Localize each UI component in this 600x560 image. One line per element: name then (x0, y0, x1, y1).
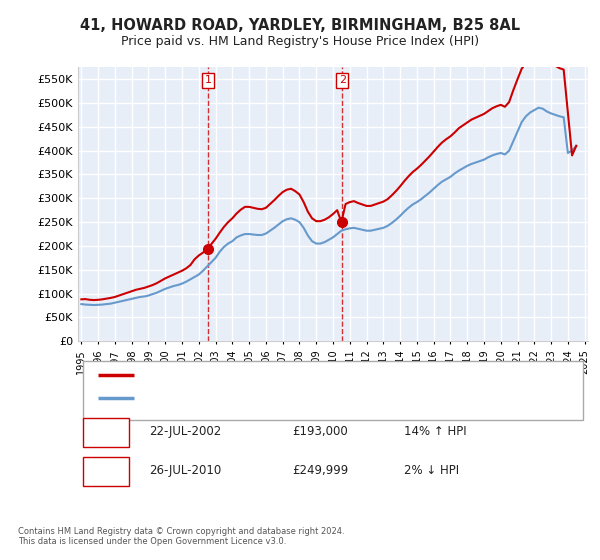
Text: 1: 1 (102, 425, 110, 438)
Text: £193,000: £193,000 (292, 425, 348, 438)
FancyBboxPatch shape (83, 361, 583, 419)
Text: 41, HOWARD ROAD, YARDLEY, BIRMINGHAM, B25 8AL: 41, HOWARD ROAD, YARDLEY, BIRMINGHAM, B2… (80, 18, 520, 32)
Text: 2: 2 (102, 464, 110, 477)
Text: 2% ↓ HPI: 2% ↓ HPI (404, 464, 460, 477)
Text: £249,999: £249,999 (292, 464, 349, 477)
Text: 2: 2 (338, 76, 346, 86)
Text: HPI: Average price, detached house, Birmingham: HPI: Average price, detached house, Birm… (145, 393, 401, 403)
Text: 22-JUL-2002: 22-JUL-2002 (149, 425, 221, 438)
Text: 41, HOWARD ROAD, YARDLEY, BIRMINGHAM, B25 8AL (detached house): 41, HOWARD ROAD, YARDLEY, BIRMINGHAM, B2… (145, 370, 518, 380)
Text: 14% ↑ HPI: 14% ↑ HPI (404, 425, 467, 438)
FancyBboxPatch shape (83, 457, 129, 486)
Text: Contains HM Land Registry data © Crown copyright and database right 2024.
This d: Contains HM Land Registry data © Crown c… (18, 526, 344, 546)
FancyBboxPatch shape (83, 418, 129, 447)
Text: 26-JUL-2010: 26-JUL-2010 (149, 464, 221, 477)
Text: 1: 1 (205, 76, 212, 86)
Text: Price paid vs. HM Land Registry's House Price Index (HPI): Price paid vs. HM Land Registry's House … (121, 35, 479, 49)
